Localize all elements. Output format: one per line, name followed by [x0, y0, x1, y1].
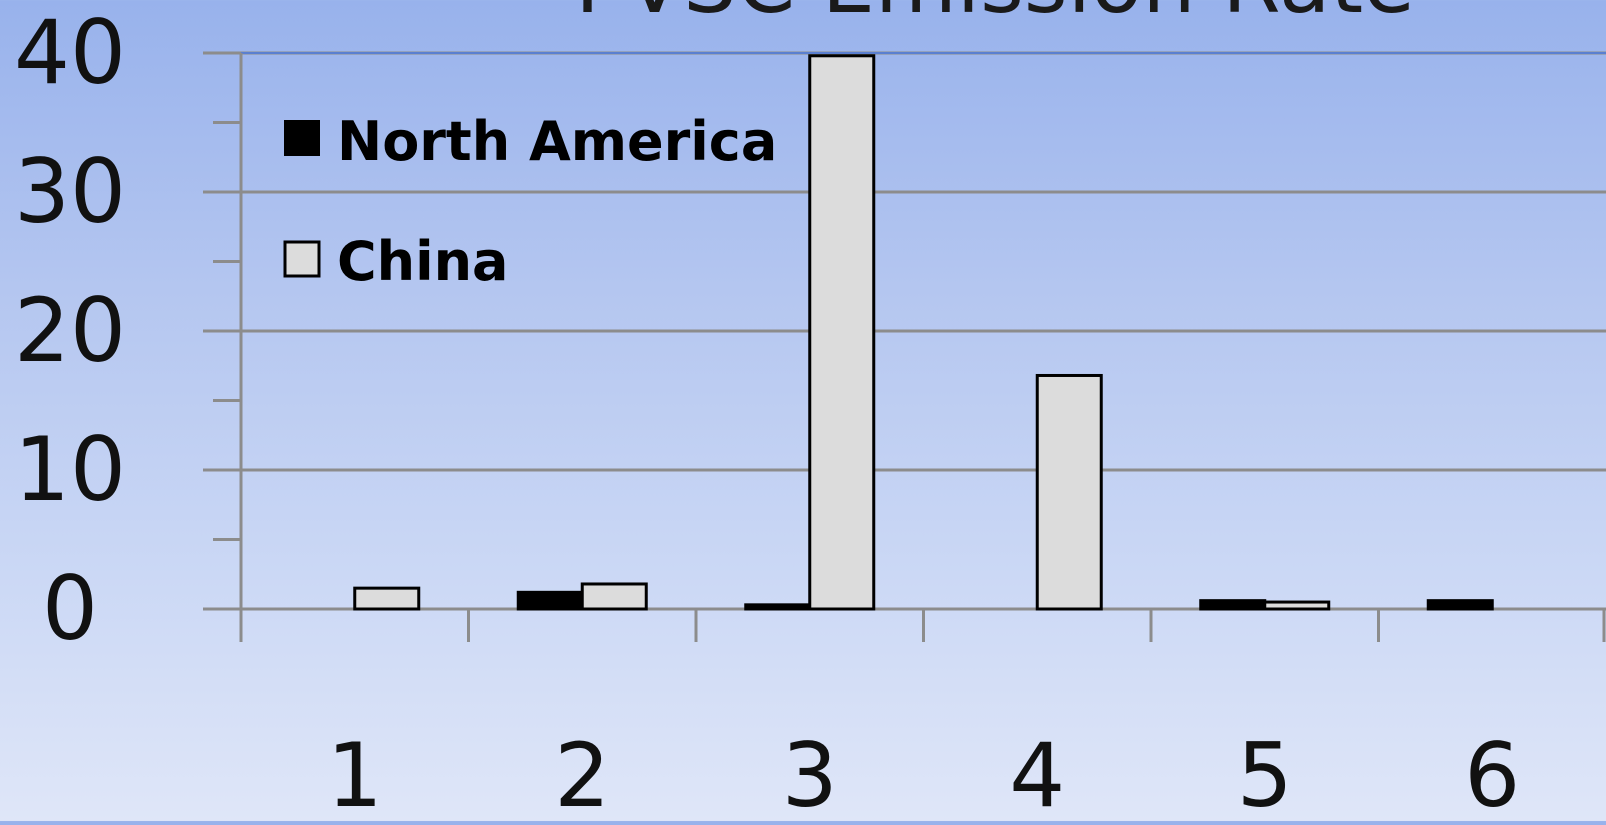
bars — [353, 54, 1494, 611]
y-tick-label: 0 — [42, 557, 98, 660]
legend-label-china: China — [337, 230, 508, 293]
x-tick-label: 2 — [554, 724, 610, 821]
gridlines — [203, 51, 1606, 472]
x-tick-labels: 1 2 3 4 5 6 — [327, 724, 1521, 825]
bar-china-1 — [353, 586, 421, 611]
y-tick-labels: 0 10 20 30 40 — [14, 1, 126, 660]
legend-swatch-china — [283, 240, 321, 278]
y-tick-label: 40 — [14, 1, 126, 104]
bar-china-2 — [580, 582, 648, 611]
bar-china-3 — [808, 54, 876, 611]
x-tick-label: 4 — [1009, 724, 1065, 821]
x-tick-label: 6 — [1464, 724, 1520, 821]
bar-china-4 — [1035, 373, 1103, 611]
x-tick-label: 5 — [1237, 724, 1293, 821]
y-tick-label: 10 — [14, 418, 126, 521]
y-tick-label: 20 — [14, 279, 126, 382]
x-tick-label: 3 — [782, 724, 838, 821]
chart-title: PVSC Emission Rate — [575, 0, 1415, 32]
bar-north-america-2 — [516, 590, 584, 611]
legend: North America China — [283, 110, 777, 293]
axes — [203, 51, 1606, 642]
y-tick-label: 30 — [14, 140, 126, 243]
x-tick-label: 1 — [327, 724, 383, 821]
bar-china-5 — [1263, 600, 1331, 611]
bar-north-america-3 — [744, 603, 812, 611]
bar-north-america-5 — [1199, 599, 1267, 611]
bar-north-america-6 — [1426, 599, 1494, 611]
legend-label-north-america: North America — [337, 110, 777, 173]
legend-swatch-north-america — [284, 120, 320, 156]
